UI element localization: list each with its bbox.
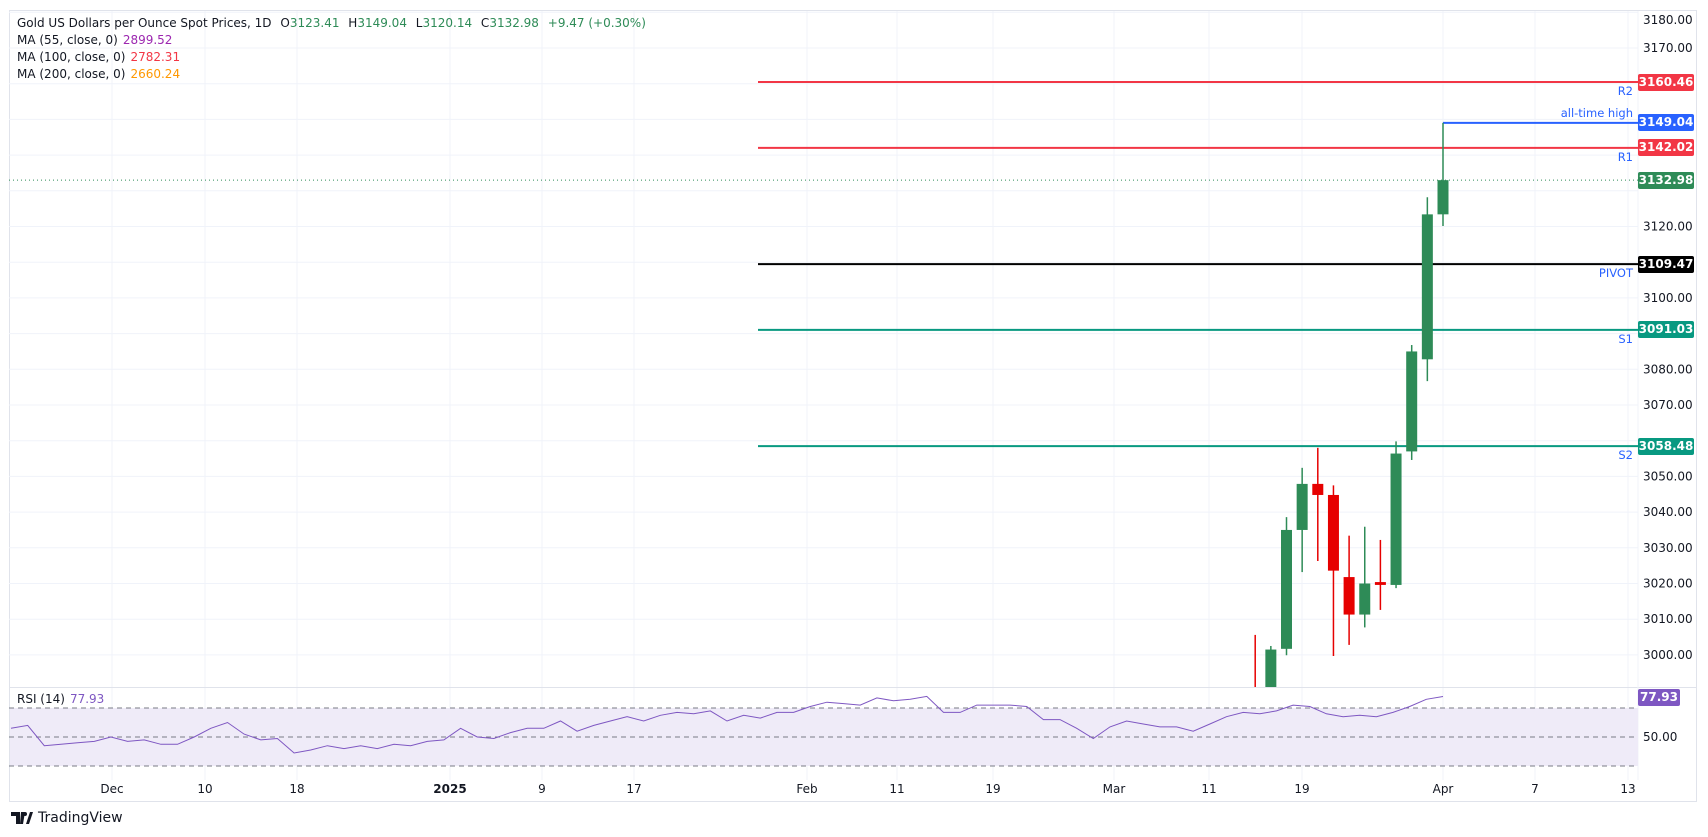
x-tick-label: 17	[626, 782, 641, 796]
candle-body	[1374, 582, 1386, 585]
candle-body	[1390, 453, 1402, 585]
candle-body	[1265, 649, 1277, 687]
symbol-title: Gold US Dollars per Ounce Spot Prices, 1…	[17, 16, 272, 30]
level-badge-s2[interactable]: 3058.48	[1638, 437, 1694, 455]
candle-body	[1437, 180, 1449, 215]
x-tick-label: 19	[1294, 782, 1309, 796]
y-tick-label: 3040.00	[1643, 505, 1693, 519]
ohlc-low: L3120.14	[416, 16, 472, 30]
level-badge-s1[interactable]: 3091.03	[1638, 321, 1694, 339]
all-time-high-label: all-time high	[1560, 105, 1633, 120]
x-tick-label: 11	[1201, 782, 1216, 796]
level-label-s2: S2	[1618, 448, 1633, 463]
candle-body	[1312, 483, 1324, 495]
x-tick-label: 13	[1620, 782, 1635, 796]
last-price-badge[interactable]: 3132.98	[1638, 171, 1694, 189]
tradingview-logo-icon	[11, 812, 33, 824]
ohlc-low-label: L	[415, 16, 423, 30]
x-tick-label: Apr	[1433, 782, 1454, 796]
ma100-label: MA (100, close, 0)	[17, 50, 126, 64]
rsi-line	[10, 695, 1444, 754]
level-badge-pivot[interactable]: 3109.47	[1638, 255, 1694, 273]
level-label-pivot: PIVOT	[1598, 266, 1633, 281]
chart-frame	[9, 10, 1697, 802]
rsi-legend[interactable]: RSI (14) 77.93	[17, 691, 109, 707]
tradingview-brand: TradingView	[38, 810, 123, 826]
y-tick-label: 3030.00	[1643, 541, 1693, 555]
candle-body	[1281, 529, 1292, 649]
price-change: +9.47 (+0.30%)	[547, 16, 646, 30]
ma100-legend[interactable]: MA (100, close, 0) 2782.31	[17, 49, 185, 65]
y-tick-label: 3070.00	[1643, 398, 1693, 412]
x-tick-label: 19	[985, 782, 1000, 796]
y-tick-label: 3010.00	[1643, 612, 1693, 626]
x-tick-label: 9	[538, 782, 546, 796]
ohlc-open-value: 3123.41	[289, 16, 340, 30]
ma55-legend[interactable]: MA (55, close, 0) 2899.52	[17, 32, 177, 48]
x-tick-label: Mar	[1103, 782, 1126, 796]
ohlc-open-label: O	[280, 16, 290, 30]
ohlc-close-value: 3132.98	[489, 16, 539, 30]
symbol-legend[interactable]: Gold US Dollars per Ounce Spot Prices, 1…	[17, 15, 651, 31]
ma200-value: 2660.24	[130, 67, 181, 81]
y-tick-label: 3000.00	[1643, 648, 1693, 662]
rsi-last-badge[interactable]: 77.93	[1638, 689, 1680, 706]
ohlc-open: O3123.41	[280, 16, 339, 30]
y-tick-label: 3020.00	[1643, 577, 1693, 591]
y-tick-label: 3180.00	[1643, 13, 1693, 27]
y-tick-label: 3170.00	[1643, 41, 1693, 55]
x-tick-label: Dec	[100, 782, 123, 796]
rsi-label: RSI (14)	[17, 692, 65, 706]
candle-body	[1406, 351, 1418, 452]
x-tick-label: 7	[1531, 782, 1539, 796]
level-badge-r2[interactable]: 3160.46	[1638, 73, 1694, 91]
x-tick-label: Feb	[796, 782, 817, 796]
level-label-r1: R1	[1617, 149, 1633, 164]
ohlc-close: C3132.98	[481, 16, 539, 30]
candle-body	[1421, 214, 1433, 360]
level-label-r2: R2	[1617, 84, 1633, 99]
ma55-value: 2899.52	[122, 33, 173, 47]
x-tick-label: 10	[197, 782, 212, 796]
x-tick-label: 11	[889, 782, 904, 796]
tradingview-logo[interactable]: TradingView	[11, 810, 123, 826]
ma200-label: MA (200, close, 0)	[17, 67, 126, 81]
x-tick-label: 2025	[433, 782, 466, 796]
x-tick-label: 18	[289, 782, 304, 796]
y-tick-label: 3050.00	[1643, 469, 1693, 483]
candle-body	[1327, 494, 1339, 571]
rsi-value: 77.93	[69, 692, 105, 706]
y-tick-label: 3100.00	[1643, 291, 1693, 305]
ohlc-low-value: 3120.14	[422, 16, 473, 30]
ohlc-high: H3149.04	[348, 16, 407, 30]
rsi-tick-label: 50.00	[1643, 730, 1677, 744]
candle-body	[1296, 483, 1308, 530]
candle-body	[1343, 577, 1355, 615]
ma100-value: 2782.31	[130, 50, 181, 64]
y-tick-label: 3080.00	[1643, 362, 1693, 376]
candle-body	[1359, 583, 1371, 615]
ma200-legend[interactable]: MA (200, close, 0) 2660.24	[17, 66, 185, 82]
all-time-high-badge[interactable]: 3149.04	[1638, 114, 1694, 132]
ma55-label: MA (55, close, 0)	[17, 33, 118, 47]
level-label-s1: S1	[1618, 331, 1633, 346]
y-tick-label: 3120.00	[1643, 220, 1693, 234]
ohlc-close-label: C	[480, 16, 490, 30]
level-badge-r1[interactable]: 3142.02	[1638, 139, 1694, 157]
ohlc-high-value: 3149.04	[357, 16, 407, 30]
candles	[1254, 122, 1449, 687]
ohlc-high-label: H	[348, 16, 358, 30]
